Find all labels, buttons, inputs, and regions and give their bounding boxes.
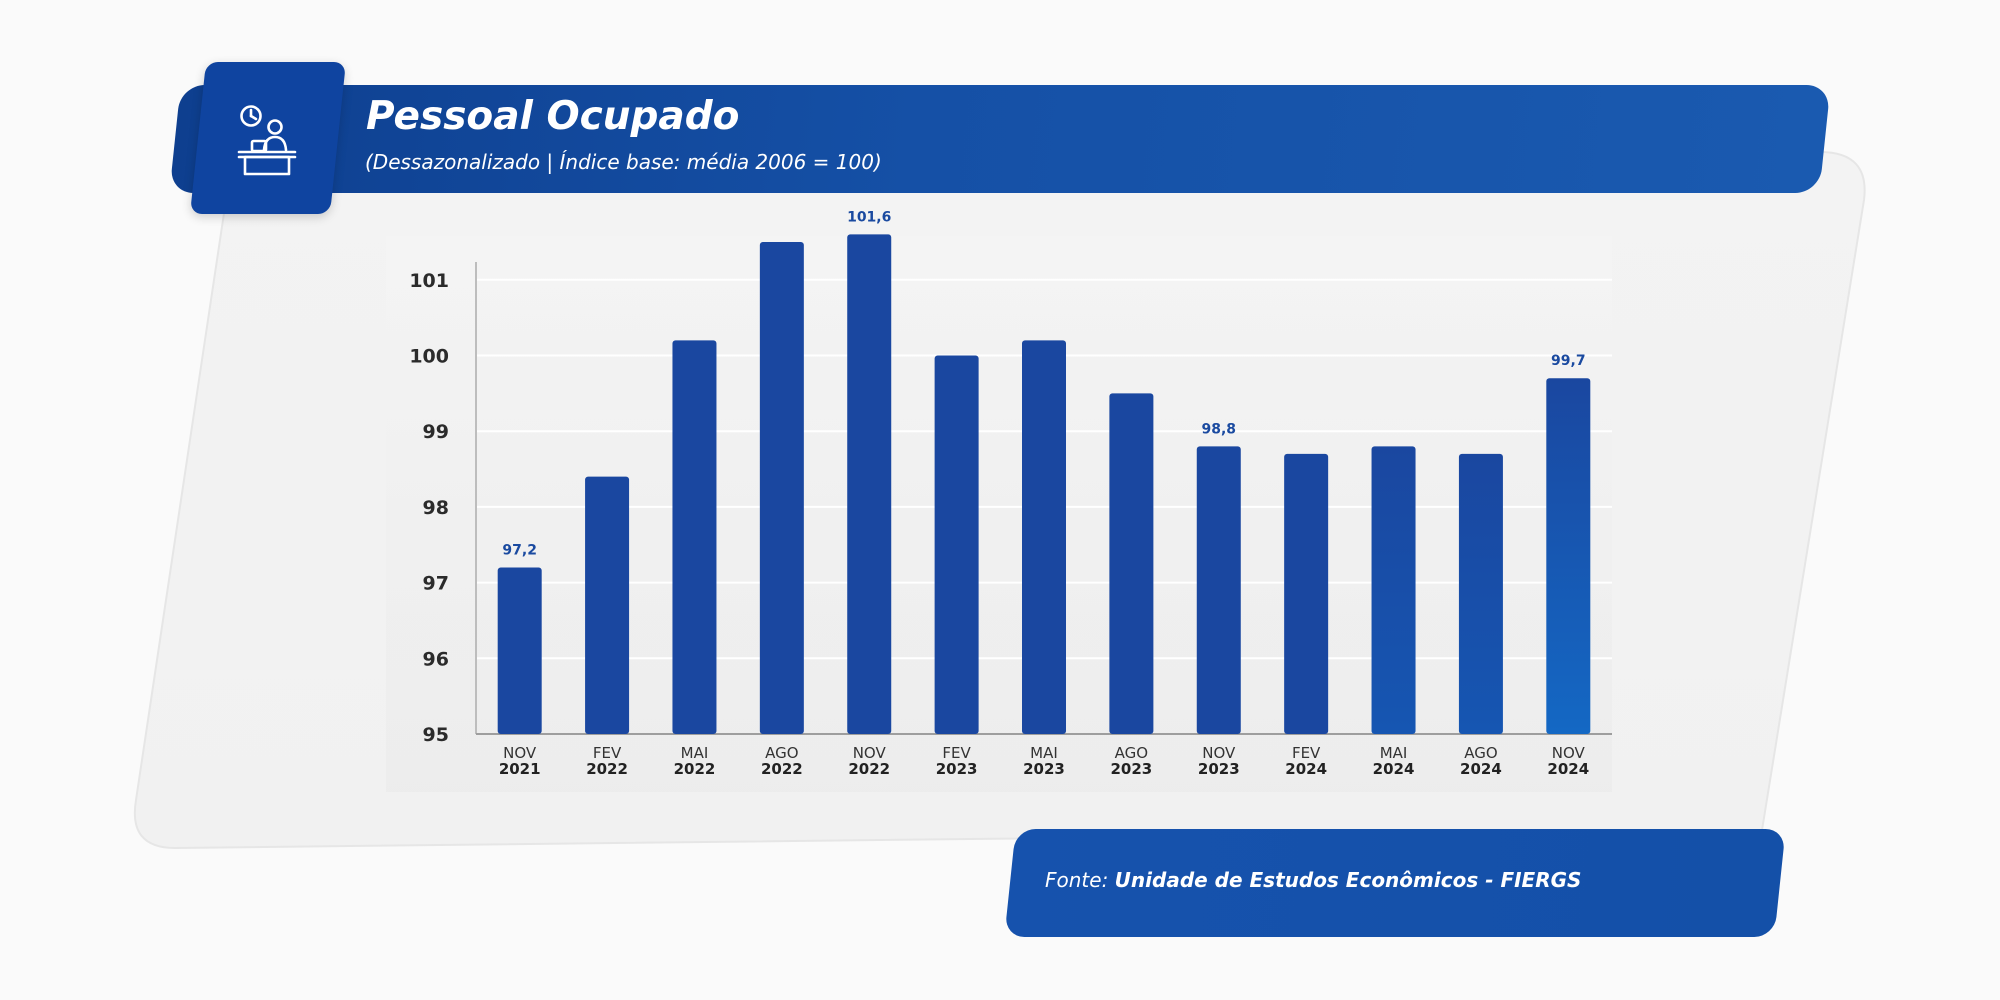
- data-label: 99,7: [1551, 353, 1586, 369]
- x-tick-year: 2024: [1285, 760, 1327, 778]
- x-tick-year: 2022: [674, 760, 716, 778]
- y-tick-label: 100: [409, 346, 449, 368]
- bar: [1371, 446, 1416, 734]
- x-tick-month: MAI: [1380, 744, 1408, 762]
- y-tick-label: 97: [423, 573, 449, 595]
- y-tick-label: 96: [423, 648, 449, 670]
- x-tick-year: 2022: [586, 760, 628, 778]
- x-tick-year: 2022: [761, 760, 803, 778]
- bar: [1196, 446, 1241, 734]
- x-tick-month: NOV: [853, 744, 887, 762]
- bar: [847, 234, 892, 734]
- data-label: 101,6: [847, 209, 891, 225]
- x-tick-month: FEV: [593, 744, 622, 762]
- source-name: Unidade de Estudos Econômicos - FIERGS: [1114, 868, 1582, 892]
- data-label: 97,2: [502, 542, 537, 558]
- x-tick-month: FEV: [942, 744, 971, 762]
- x-tick-month: NOV: [1552, 744, 1586, 762]
- bar: [497, 567, 542, 734]
- worker-at-desk-icon: [237, 105, 297, 176]
- x-tick-year: 2023: [1023, 760, 1065, 778]
- x-tick-year: 2022: [848, 760, 890, 778]
- x-tick-month: NOV: [503, 744, 537, 762]
- y-tick-label: 95: [423, 724, 449, 746]
- x-tick-year: 2024: [1373, 760, 1415, 778]
- x-tick-month: AGO: [765, 744, 798, 762]
- x-tick-month: FEV: [1292, 744, 1321, 762]
- bar: [672, 340, 717, 734]
- bar: [585, 476, 630, 734]
- x-tick-month: NOV: [1202, 744, 1236, 762]
- x-tick-year: 2021: [499, 760, 541, 778]
- bar: [759, 241, 804, 734]
- x-tick-year: 2023: [1111, 760, 1153, 778]
- x-tick-month: MAI: [681, 744, 709, 762]
- source-caption: Fonte: Unidade de Estudos Econômicos - F…: [1045, 868, 1581, 892]
- bar: [934, 355, 979, 734]
- source-prefix: Fonte:: [1045, 868, 1115, 892]
- x-tick-year: 2024: [1460, 760, 1502, 778]
- y-tick-label: 99: [423, 421, 449, 443]
- x-tick-month: AGO: [1464, 744, 1497, 762]
- x-tick-year: 2024: [1547, 760, 1589, 778]
- bar: [1022, 340, 1066, 734]
- x-tick-year: 2023: [1198, 760, 1240, 778]
- y-tick-label: 98: [423, 497, 449, 519]
- x-tick-year: 2023: [936, 760, 978, 778]
- plot-background: [386, 236, 1612, 792]
- y-tick-label: 101: [409, 270, 449, 292]
- page-title: Pessoal Ocupado: [366, 94, 740, 139]
- bar: [1109, 393, 1154, 734]
- bar: [1284, 453, 1329, 734]
- bar: [1458, 453, 1503, 734]
- data-label: 98,8: [1201, 421, 1236, 437]
- bar: [1546, 378, 1591, 734]
- x-tick-month: MAI: [1030, 744, 1058, 762]
- page-subtitle: (Dessazonalizado | Índice base: média 20…: [365, 150, 882, 174]
- x-tick-month: AGO: [1115, 744, 1148, 762]
